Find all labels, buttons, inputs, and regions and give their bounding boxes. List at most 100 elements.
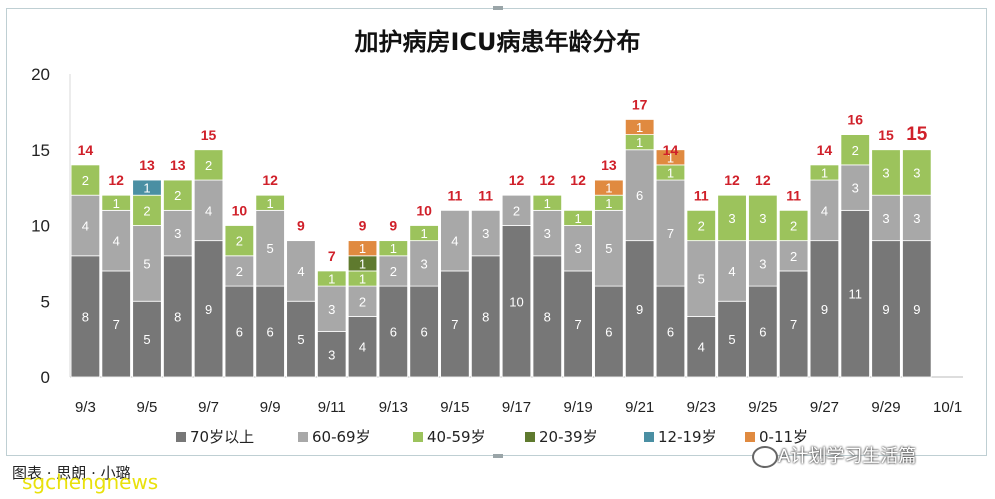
- bar-segment-label: 3: [328, 347, 335, 362]
- bar-segment-label: 8: [82, 309, 89, 324]
- bar-segment-label: 2: [852, 143, 859, 158]
- bar-segment: [686, 209, 716, 242]
- bar-segment-label: 2: [790, 219, 797, 234]
- bar-segment-label: 7: [451, 317, 458, 332]
- x-tick-label: 10/1: [933, 399, 962, 416]
- bar-segment-label: 2: [698, 219, 705, 234]
- bar-segment-label: 2: [82, 173, 89, 188]
- bar-segment-label: 6: [236, 325, 243, 340]
- bar-segment-label: 6: [390, 325, 397, 340]
- bar-segment: [317, 331, 347, 378]
- bar-segment-label: 10: [509, 294, 523, 309]
- bar-segment: [778, 240, 809, 272]
- bar-segment: [809, 179, 840, 242]
- legend-label: 70岁以上: [190, 428, 254, 446]
- bar-segment: [624, 240, 655, 378]
- bar-segment: [317, 285, 347, 332]
- bar-total-label: 11: [478, 187, 493, 203]
- bar-segment: [840, 164, 870, 211]
- bar-segment: [378, 240, 409, 257]
- bar-segment-label: 2: [390, 264, 397, 279]
- bar-segment: [840, 134, 870, 166]
- bar-segment: [594, 179, 624, 196]
- bar-segment-label: 6: [267, 325, 274, 340]
- bar-segment: [563, 209, 593, 226]
- bar-segment: [470, 209, 501, 257]
- bar-segment: [132, 179, 162, 196]
- bar-segment-label: 4: [205, 203, 212, 218]
- bar-total-label: 12: [262, 172, 278, 188]
- y-tick-label: 20: [31, 65, 50, 84]
- legend-label: 0-11岁: [759, 428, 808, 446]
- bar-segment: [163, 209, 193, 257]
- bar-segment-label: 1: [421, 226, 428, 241]
- bar-segment: [440, 270, 470, 378]
- bar-segment-label: 1: [605, 196, 612, 211]
- bar-segment: [902, 149, 932, 196]
- watermark-text: sgchengnews: [22, 470, 159, 494]
- bar-total-label: 14: [663, 142, 679, 158]
- bar-total-label: 11: [786, 187, 801, 203]
- bar-total-label: 13: [139, 157, 155, 173]
- bar-segment: [748, 240, 778, 287]
- bar-segment-label: 3: [174, 226, 181, 241]
- legend-label: 20-39岁: [539, 428, 598, 446]
- bar-segment-label: 5: [143, 332, 150, 347]
- bar-segment: [224, 255, 255, 287]
- x-tick-label: 9/15: [440, 399, 469, 416]
- bar-total-label: 10: [232, 203, 248, 219]
- bar-segment-label: 4: [821, 203, 828, 218]
- bar-segment-label: 9: [636, 302, 643, 317]
- bar-total-label: 11: [694, 187, 709, 203]
- bar-segment: [347, 315, 378, 378]
- bar-segment: [409, 285, 439, 378]
- bar-segment: [224, 285, 255, 378]
- bar-segment-label: 4: [359, 340, 366, 355]
- bar-segment-label: 2: [174, 188, 181, 203]
- x-tick-label: 9/19: [563, 399, 592, 416]
- bar-total-label: 15: [878, 127, 894, 143]
- bar-segment: [163, 255, 193, 378]
- brand-text: A计划学习生活篇: [778, 446, 917, 467]
- bar-total-label: 14: [78, 142, 94, 158]
- bar-segment: [378, 255, 409, 287]
- bar-segment-label: 2: [236, 234, 243, 249]
- bar-segment: [655, 285, 686, 378]
- bar-segment-label: 2: [513, 203, 520, 218]
- y-tick-label: 0: [41, 368, 50, 387]
- bar-segment: [501, 225, 532, 378]
- bar-segment-label: 5: [143, 256, 150, 271]
- bar-segment: [563, 270, 593, 378]
- bar-total-label: 15: [201, 127, 217, 143]
- bar-total-label: 14: [817, 142, 833, 158]
- bar-segment-label: 1: [143, 181, 150, 196]
- x-tick-label: 9/25: [748, 399, 777, 416]
- bar-segment-label: 5: [728, 332, 735, 347]
- bar-segment-label: 11: [848, 287, 862, 302]
- bar-segment-label: 4: [113, 234, 120, 249]
- bar-segment-label: 4: [728, 264, 735, 279]
- bar-segment: [286, 240, 316, 302]
- legend-swatch: [525, 432, 535, 442]
- bar-segment-label: 6: [667, 325, 674, 340]
- bar-total-label: 9: [359, 218, 367, 234]
- bar-total-label: 10: [416, 203, 432, 219]
- bar-segment-label: 3: [759, 256, 766, 271]
- bar-total-label: 13: [170, 157, 186, 173]
- legend-swatch: [745, 432, 755, 442]
- bar-segment-label: 2: [236, 264, 243, 279]
- bar-segment-label: 6: [636, 188, 643, 203]
- bar-segment-label: 1: [544, 196, 551, 211]
- bar-segment: [347, 285, 378, 317]
- bar-total-label: 12: [570, 172, 586, 188]
- bar-segment: [686, 315, 716, 378]
- bar-segment-label: 3: [482, 226, 489, 241]
- bar-total-label: 12: [108, 172, 124, 188]
- bar-segment-label: 1: [636, 120, 643, 135]
- bar-segment-label: 9: [882, 302, 889, 317]
- bar-segment-label: 7: [790, 317, 797, 332]
- bar-segment: [347, 240, 378, 257]
- bar-segment: [871, 240, 901, 378]
- bar-total-label: 9: [389, 218, 397, 234]
